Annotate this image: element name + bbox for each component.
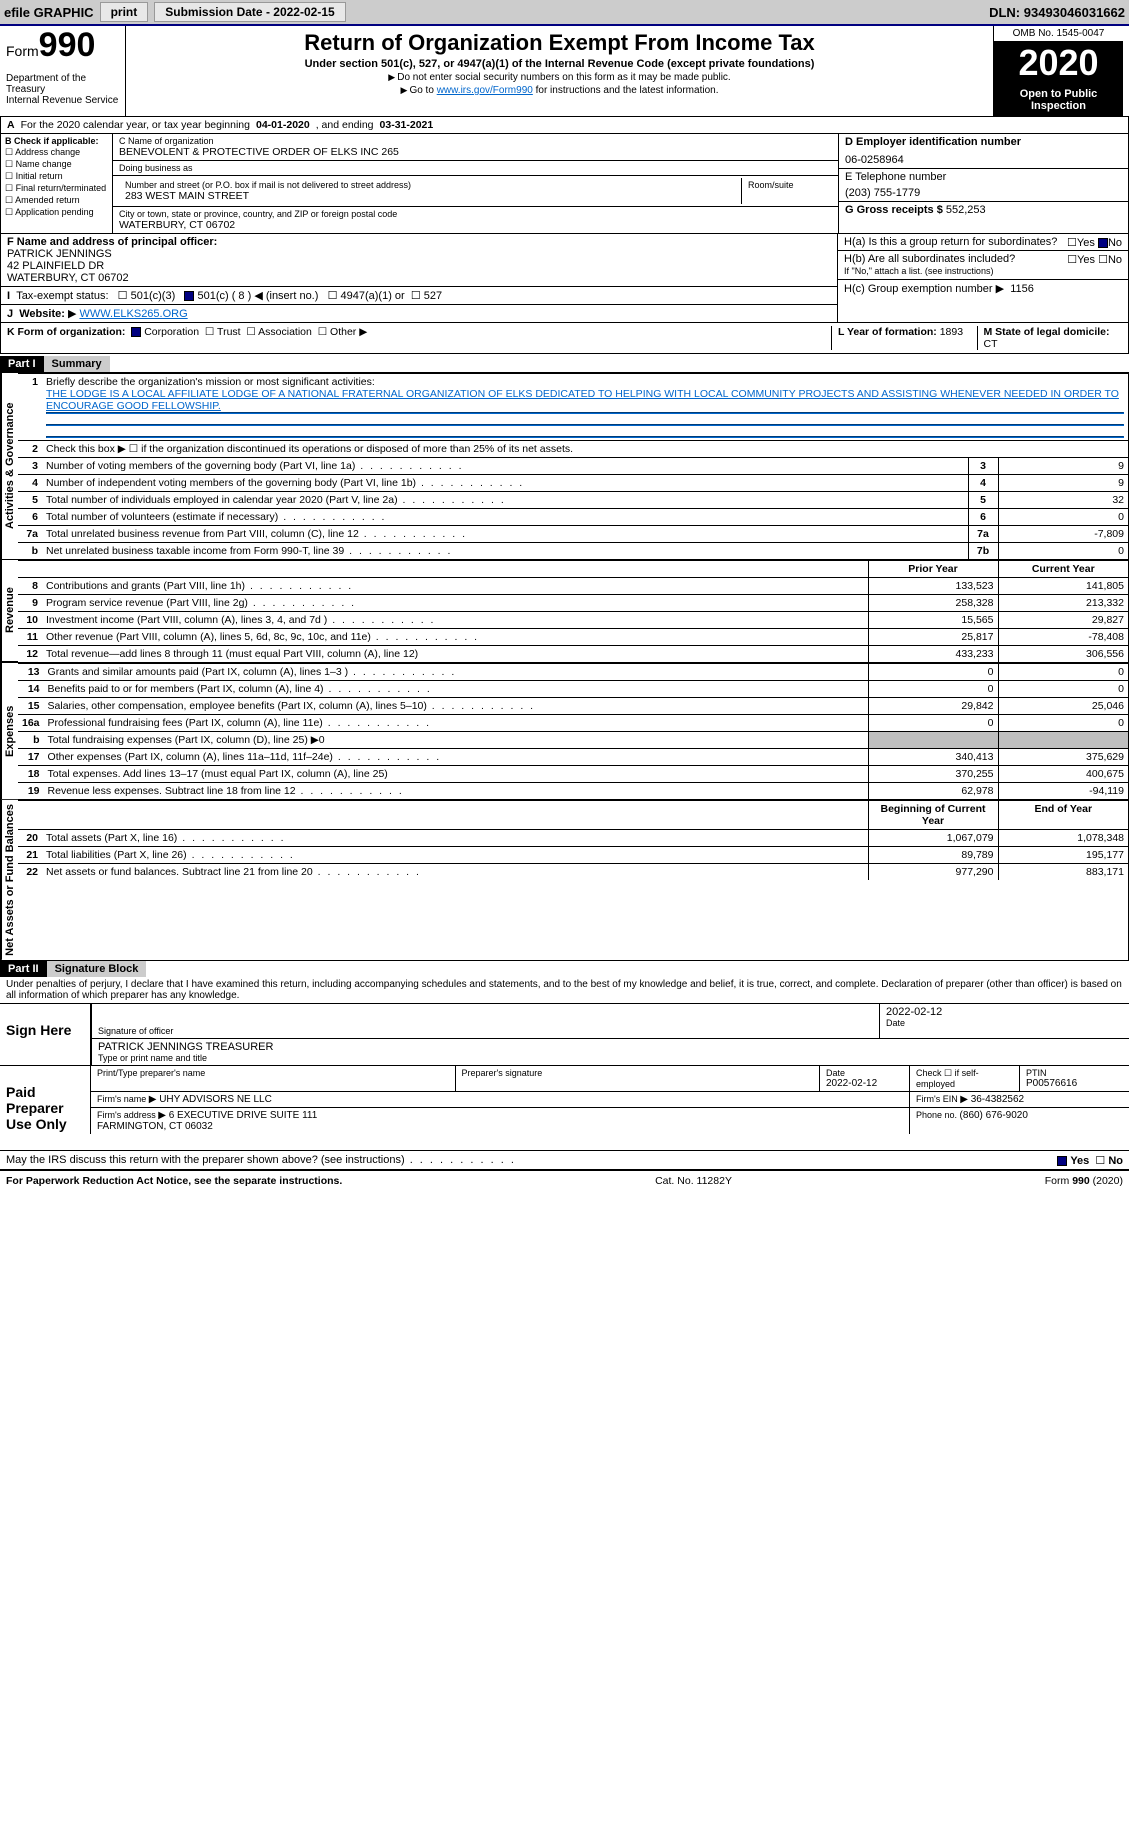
revenue-table: Prior YearCurrent Year 8Contributions an… [18, 560, 1128, 662]
expenses-table: 13Grants and similar amounts paid (Part … [18, 663, 1128, 799]
sidebar-exp: Expenses [1, 663, 18, 799]
table-row: 14Benefits paid to or for members (Part … [18, 681, 1128, 698]
box-hc: H(c) Group exemption number ▶ 1156 [838, 280, 1128, 297]
part-ii-header: Part IISignature Block [0, 961, 1129, 977]
omb-number: OMB No. 1545-0047 [994, 26, 1123, 42]
sidebar-na: Net Assets or Fund Balances [1, 800, 18, 960]
box-m: M State of legal domicile: CT [978, 326, 1123, 350]
website-link[interactable]: WWW.ELKS265.ORG [79, 308, 187, 320]
table-row: 7aTotal unrelated business revenue from … [18, 526, 1128, 543]
table-row: 11Other revenue (Part VIII, column (A), … [18, 629, 1128, 646]
checkbox-501c-icon [184, 291, 194, 301]
box-c-name: C Name of organizationBENEVOLENT & PROTE… [113, 134, 838, 161]
dept-label: Department of the Treasury Internal Reve… [6, 73, 121, 106]
box-hb: H(b) Are all subordinates included?☐Yes … [838, 251, 1128, 280]
table-row: 16aProfessional fundraising fees (Part I… [18, 715, 1128, 732]
table-row: 5Total number of individuals employed in… [18, 492, 1128, 509]
box-c-city: City or town, state or province, country… [113, 207, 838, 233]
table-row: 15Salaries, other compensation, employee… [18, 698, 1128, 715]
paid-preparer-block: Paid Preparer Use Only Print/Type prepar… [0, 1066, 1129, 1151]
table-row: 4Number of independent voting members of… [18, 475, 1128, 492]
box-d: D Employer identification number06-02589… [839, 134, 1128, 169]
box-j: J Website: ▶ WWW.ELKS265.ORG [1, 305, 837, 322]
box-c-dba: Doing business as [113, 161, 838, 176]
checkbox-corp-icon [131, 327, 141, 337]
form-ref: Form 990 (2020) [1045, 1175, 1123, 1187]
table-row: 19Revenue less expenses. Subtract line 1… [18, 783, 1128, 800]
table-row: 6Total number of volunteers (estimate if… [18, 509, 1128, 526]
table-row: 9Program service revenue (Part VIII, lin… [18, 595, 1128, 612]
table-row: 17Other expenses (Part IX, column (A), l… [18, 749, 1128, 766]
page-footer: For Paperwork Reduction Act Notice, see … [0, 1170, 1129, 1191]
form-title: Return of Organization Exempt From Incom… [136, 30, 983, 56]
cb-application-pending[interactable]: ☐ Application pending [5, 207, 108, 218]
checkbox-no-icon [1098, 238, 1108, 248]
form-header: Form990 Department of the Treasury Inter… [0, 26, 1129, 116]
table-row: 12Total revenue—add lines 8 through 11 (… [18, 646, 1128, 663]
cb-address-change[interactable]: ☐ Address change [5, 147, 108, 158]
sidebar-rev: Revenue [1, 560, 18, 662]
cb-initial-return[interactable]: ☐ Initial return [5, 171, 108, 182]
sign-here-block: Sign Here Signature of officer 2022-02-1… [0, 1003, 1129, 1066]
table-row: bNet unrelated business taxable income f… [18, 543, 1128, 560]
box-e: E Telephone number(203) 755-1779 [839, 169, 1128, 202]
note-ssn: Do not enter social security numbers on … [136, 72, 983, 83]
box-b: B Check if applicable: ☐ Address change … [1, 134, 113, 233]
table-row: 13Grants and similar amounts paid (Part … [18, 664, 1128, 681]
table-row: 21Total liabilities (Part X, line 26)89,… [18, 847, 1128, 864]
table-row: 20Total assets (Part X, line 16)1,067,07… [18, 830, 1128, 847]
table-row: 3Number of voting members of the governi… [18, 458, 1128, 475]
entity-section: B Check if applicable: ☐ Address change … [0, 134, 1129, 234]
box-g: G Gross receipts $ 552,253 [839, 202, 1128, 218]
print-button[interactable]: print [100, 2, 149, 22]
cb-final-return[interactable]: ☐ Final return/terminated [5, 183, 108, 194]
box-f: F Name and address of principal officer:… [1, 234, 837, 287]
line-a: AFor the 2020 calendar year, or tax year… [0, 116, 1129, 134]
mission-text: THE LODGE IS A LOCAL AFFILIATE LODGE OF … [46, 388, 1119, 412]
governance-table: 1Briefly describe the organization's mis… [18, 373, 1128, 559]
cb-name-change[interactable]: ☐ Name change [5, 159, 108, 170]
note-goto: Go to www.irs.gov/Form990 for instructio… [136, 85, 983, 96]
discuss-row: May the IRS discuss this return with the… [0, 1151, 1129, 1170]
table-row: 8Contributions and grants (Part VIII, li… [18, 578, 1128, 595]
officer-block: F Name and address of principal officer:… [0, 234, 1129, 323]
netassets-table: Beginning of Current YearEnd of Year 20T… [18, 800, 1128, 880]
table-row: 10Investment income (Part VIII, column (… [18, 612, 1128, 629]
checkbox-yes-icon [1057, 1156, 1067, 1166]
box-c-addr: Number and street (or P.O. box if mail i… [113, 176, 838, 207]
submission-date: Submission Date - 2022-02-15 [154, 2, 345, 22]
perjury-text: Under penalties of perjury, I declare th… [0, 977, 1129, 1003]
topbar: efile GRAPHIC print Submission Date - 20… [0, 0, 1129, 24]
box-l: L Year of formation: 1893 [832, 326, 978, 350]
cb-amended-return[interactable]: ☐ Amended return [5, 195, 108, 206]
k-l-m-row: K Form of organization: Corporation ☐ Tr… [0, 323, 1129, 354]
table-row: bTotal fundraising expenses (Part IX, co… [18, 732, 1128, 749]
part-i-header: Part ISummary [0, 356, 1129, 372]
tax-year: 2020 [994, 42, 1123, 84]
efile-label: efile GRAPHIC [4, 5, 94, 20]
table-row: 18Total expenses. Add lines 13–17 (must … [18, 766, 1128, 783]
form-subtitle: Under section 501(c), 527, or 4947(a)(1)… [136, 58, 983, 70]
table-row: 22Net assets or fund balances. Subtract … [18, 864, 1128, 881]
open-to-public: Open to Public Inspection [994, 84, 1123, 116]
sidebar-gov: Activities & Governance [1, 373, 18, 559]
dln: DLN: 93493046031662 [989, 5, 1125, 20]
form-number: Form990 [6, 26, 121, 65]
box-ha: H(a) Is this a group return for subordin… [838, 234, 1128, 251]
irs-link[interactable]: www.irs.gov/Form990 [437, 85, 533, 96]
box-i: I Tax-exempt status: ☐ 501(c)(3) 501(c) … [1, 287, 837, 305]
